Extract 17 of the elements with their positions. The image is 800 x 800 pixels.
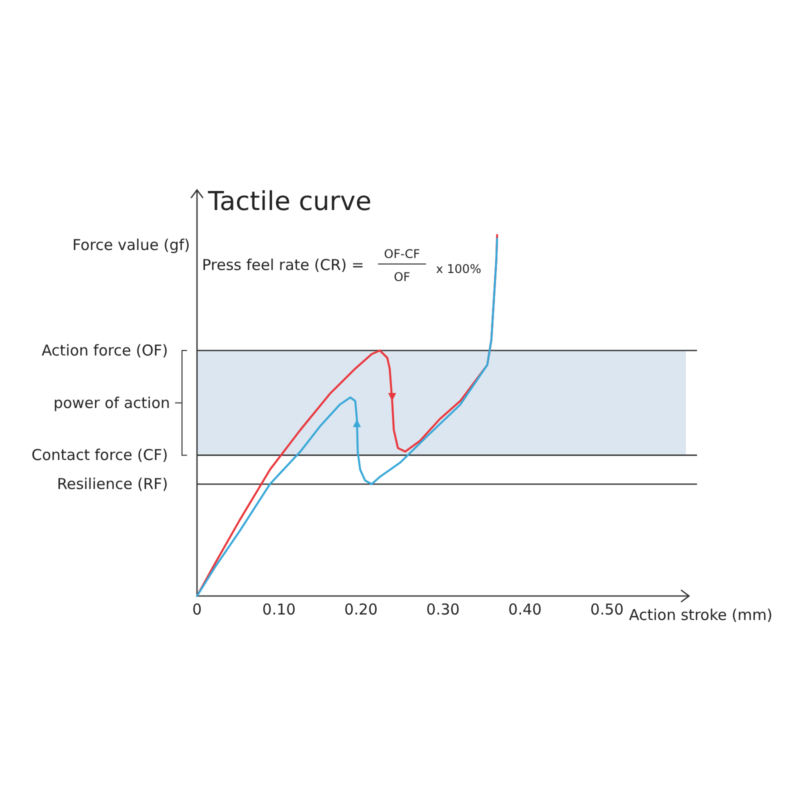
ref-line-label: Resilience (RF)	[56, 475, 168, 494]
ref-line-label: Action force (OF)	[42, 342, 168, 360]
annotation: x 100%	[436, 262, 482, 276]
x-tick-label: 0.50	[590, 600, 624, 619]
annotation: OF-CF	[384, 247, 420, 261]
y-axis-title: Force value (gf)	[72, 236, 190, 254]
band-label: power of action	[53, 394, 170, 412]
x-tick-label: 0.40	[508, 600, 542, 619]
ref-line-label: Contact force (CF)	[32, 446, 168, 464]
annotation: Press feel rate (CR) =	[202, 256, 364, 274]
annotation: OF	[394, 270, 410, 284]
x-tick-label: 0.10	[262, 600, 296, 619]
chart-title: Tactile curve	[207, 187, 372, 217]
x-tick-label: 0.20	[344, 600, 378, 619]
x-tick-label: 0	[192, 600, 202, 619]
x-tick-label: 0.30	[426, 600, 460, 619]
x-axis-title: Action stroke (mm)	[629, 606, 773, 624]
